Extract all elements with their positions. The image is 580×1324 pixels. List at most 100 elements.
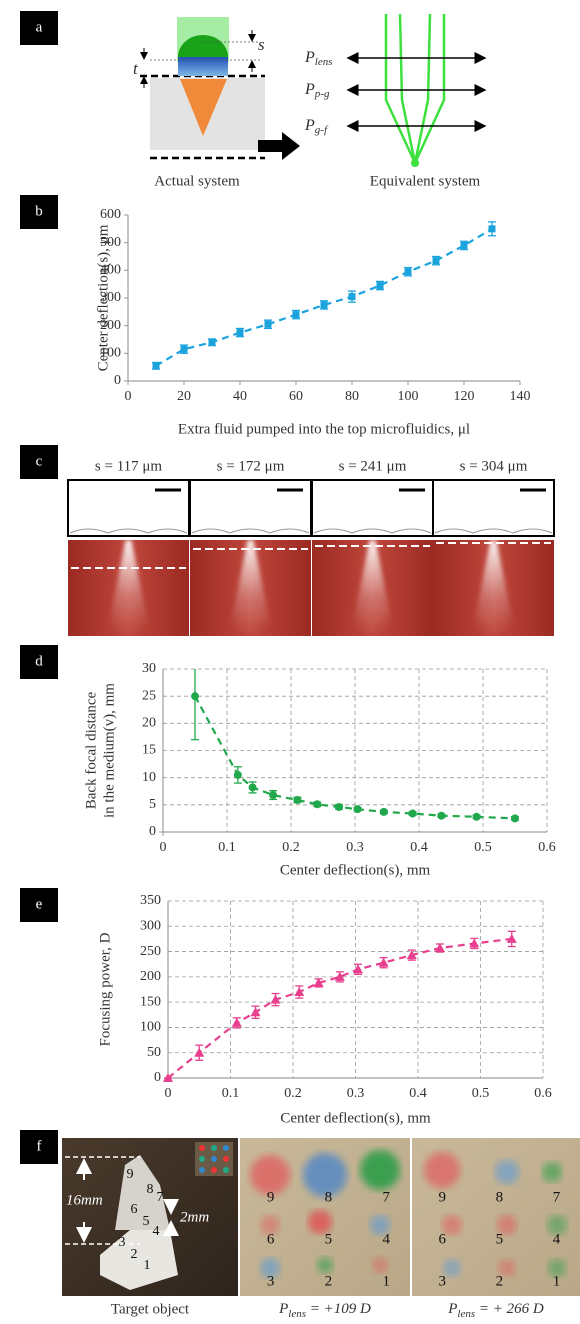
s-value-label: s = 304 μm <box>460 458 528 474</box>
s-value-label: s = 172 μm <box>217 458 285 474</box>
blur-spot <box>547 1215 567 1235</box>
x-axis-label: Extra fluid pumped into the top microflu… <box>178 421 470 437</box>
lens-dome <box>178 35 228 57</box>
step-number: 3 <box>119 1235 126 1250</box>
grid-number: 5 <box>496 1231 504 1247</box>
grid-number: 4 <box>553 1231 561 1247</box>
step-number: 4 <box>153 1224 160 1239</box>
beam-cone <box>228 540 273 636</box>
data-point <box>264 320 272 328</box>
grid-number: 2 <box>496 1273 504 1289</box>
data-point <box>250 1007 261 1017</box>
light-rays <box>384 13 446 164</box>
blur-spot <box>317 1257 333 1273</box>
ray <box>398 13 417 164</box>
microscope-frame <box>311 479 434 537</box>
caption: Target object <box>111 1301 190 1317</box>
pattern-dot <box>199 1167 205 1173</box>
x-tick-label: 0.1 <box>222 1086 240 1101</box>
pattern-dot <box>223 1167 229 1173</box>
blur-spot <box>498 1259 516 1277</box>
pattern-dot <box>223 1156 229 1162</box>
y-axis-label: Back focal distance <box>83 691 99 809</box>
y-tick-label: 250 <box>140 944 161 959</box>
step-number: 1 <box>144 1258 151 1273</box>
grid-number: 6 <box>267 1231 275 1247</box>
pattern-dot <box>223 1145 229 1151</box>
panel-label: d <box>35 653 43 669</box>
panel-label: a <box>36 19 43 35</box>
step-number: 8 <box>147 1182 154 1197</box>
data-point <box>335 803 343 812</box>
y-tick-label: 350 <box>140 893 161 908</box>
x-axis-label: Center deflection(s), mm <box>280 1110 431 1126</box>
pattern-dot <box>211 1167 217 1173</box>
data-point <box>437 811 446 820</box>
data-point <box>233 770 242 779</box>
blur-spot <box>360 1150 400 1190</box>
microscope-frame <box>67 479 190 537</box>
grid-number: 3 <box>438 1273 446 1289</box>
data-point <box>376 282 384 290</box>
y-tick-label: 30 <box>142 661 156 676</box>
blur-spot <box>303 1153 347 1197</box>
microscope-frame <box>189 479 312 537</box>
caption-rest: = +109 D <box>306 1301 371 1317</box>
caption-rest: = + 266 D <box>475 1301 544 1317</box>
data-point <box>472 812 481 821</box>
data-point <box>460 241 468 249</box>
x-tick-label: 0 <box>165 1086 172 1101</box>
data-point <box>152 362 160 370</box>
data-point <box>506 933 517 943</box>
caption: Plens = +109 D <box>278 1301 371 1319</box>
x-tick-label: 0.1 <box>218 840 236 855</box>
grid-number: 4 <box>382 1231 390 1247</box>
panel-label-box <box>20 888 58 922</box>
y-tick-label: 100 <box>140 1020 161 1035</box>
grid-number: 7 <box>382 1189 390 1205</box>
grid-number: 7 <box>553 1189 561 1205</box>
panel-label: f <box>37 1138 42 1154</box>
caption: Plens = + 266 D <box>447 1301 544 1319</box>
focal-point <box>411 159 419 167</box>
staircase <box>115 1155 170 1230</box>
data-point <box>320 301 328 309</box>
data-point <box>292 311 300 319</box>
y-tick-label: 50 <box>147 1045 161 1060</box>
blur-spot <box>370 1215 390 1235</box>
power-symbol: P <box>304 49 315 66</box>
panel-label: b <box>35 203 43 219</box>
data-point <box>293 795 302 804</box>
y-axis-label: in the medium(v), mm <box>101 683 117 818</box>
grid-number: 5 <box>325 1231 333 1247</box>
lens-profile <box>191 528 310 534</box>
step-number: 6 <box>131 1202 138 1217</box>
caption: Actual system <box>154 173 240 189</box>
power-label: Pg-f <box>304 117 329 136</box>
blur-spot <box>443 1259 461 1277</box>
pattern-dot <box>211 1145 217 1151</box>
data-point <box>353 805 362 814</box>
x-tick-label: 100 <box>398 389 419 404</box>
y-tick-label: 15 <box>142 743 156 758</box>
chart: 0 50 100 150 200 250 300 350 0 0.1 0.2 0.3 0.4 0.5 0.6… <box>97 893 551 1126</box>
microscope-frame <box>432 479 555 537</box>
data-point <box>379 807 388 816</box>
block-arrow <box>258 132 300 160</box>
beam-cone <box>350 540 395 636</box>
pattern-dot <box>199 1156 205 1162</box>
y-tick-label: 0 <box>114 373 121 388</box>
grid-number: 1 <box>382 1273 390 1289</box>
pattern-dot <box>211 1156 217 1162</box>
y-tick-label: 100 <box>100 346 121 361</box>
power-subscript: g-f <box>315 124 329 136</box>
grid-number: 1 <box>553 1273 561 1289</box>
power-symbol: P <box>304 117 315 134</box>
data-point <box>378 957 389 967</box>
data-point <box>406 950 417 960</box>
y-tick-label: 500 <box>100 235 121 250</box>
data-point <box>269 791 278 800</box>
data-point <box>334 971 345 981</box>
